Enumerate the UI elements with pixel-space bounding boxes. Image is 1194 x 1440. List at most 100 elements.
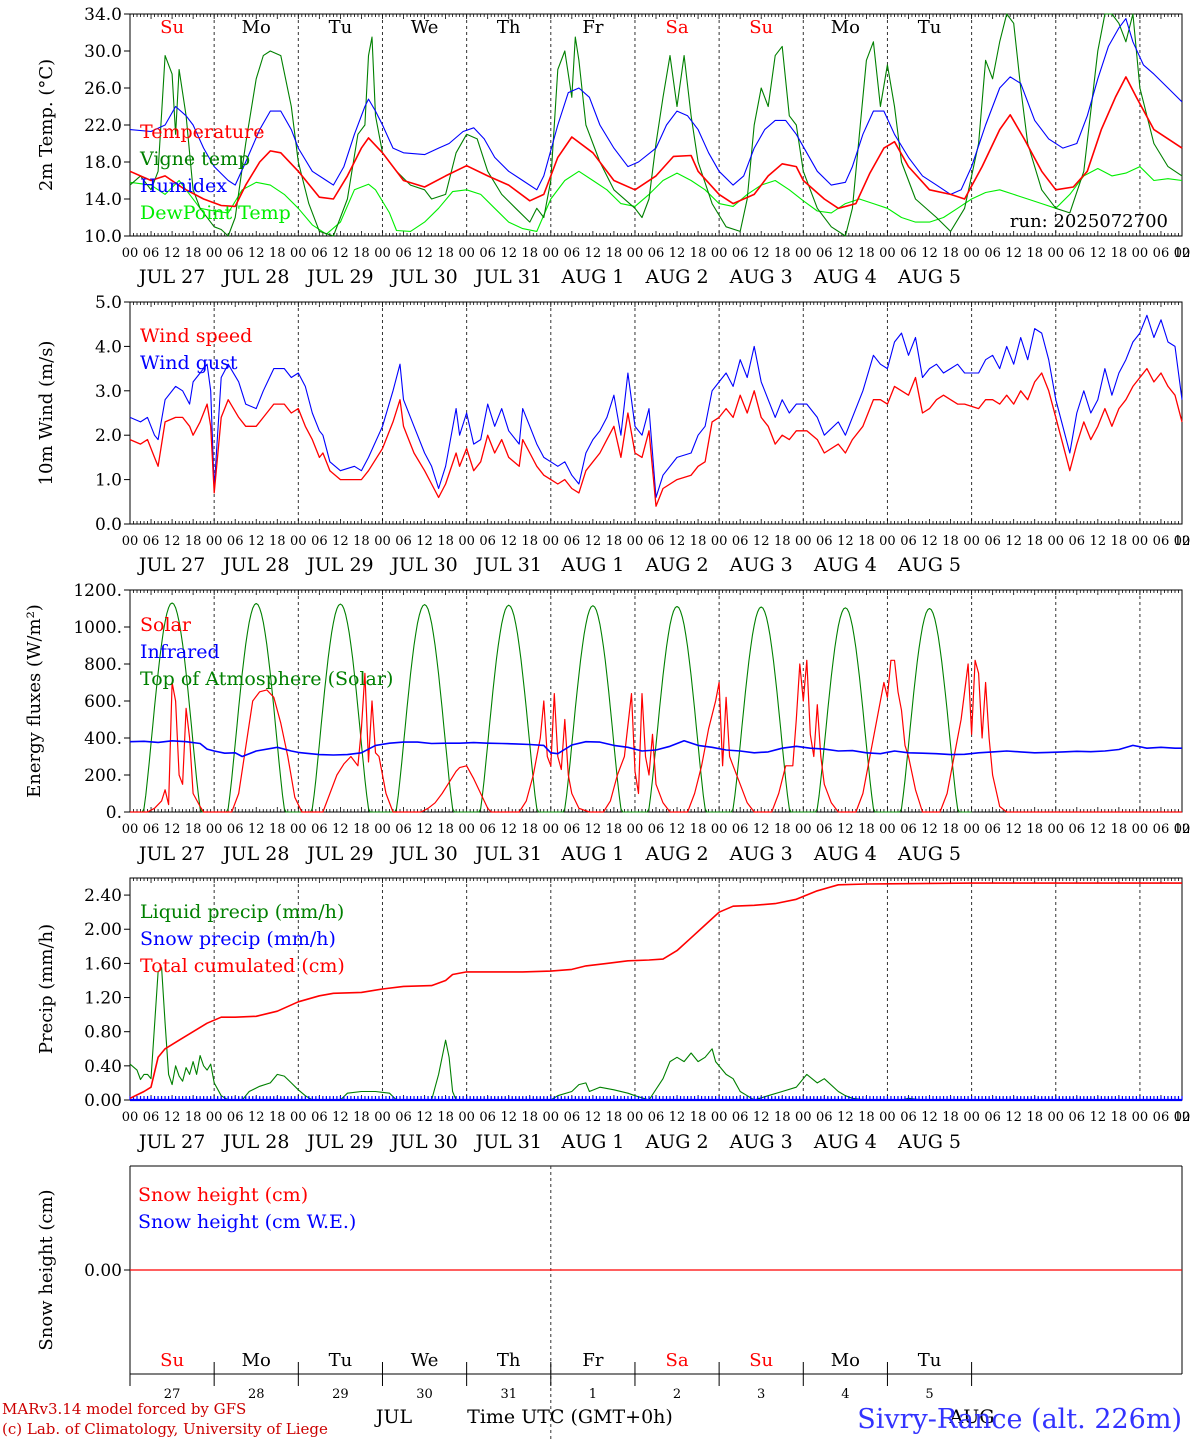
day-label: JUL 29 [305,843,373,865]
hour-tick-label: 18 [690,246,707,261]
y-tick-label: 4.0 [95,337,122,357]
hour-tick-label: 00 [458,534,475,549]
hour-tick-label: 12 [1174,822,1191,837]
hour-tick-label: 00 [795,1110,812,1125]
hour-tick-label: 18 [942,1110,959,1125]
hour-tick-label: 18 [437,534,454,549]
hour-tick-label: 06 [1153,246,1170,261]
weekday-label: Th [497,17,521,38]
hour-tick-label: 12 [1005,1110,1022,1125]
hour-tick-label: 12 [753,1110,770,1125]
y-tick-label: 400. [84,729,122,749]
hour-tick-label: 00 [879,822,896,837]
hour-tick-label: 18 [437,1110,454,1125]
y-tick-label: 10.0 [84,227,122,247]
y-tick-label: 600. [84,692,122,712]
y-axis-label: 10m Wind (m/s) [36,341,57,486]
hour-tick-label: 06 [311,822,328,837]
y-tick-label: 0.80 [84,1023,122,1043]
hour-tick-label: 06 [395,246,412,261]
hour-tick-label: 00 [122,822,139,837]
humidex-line [129,18,1183,195]
hour-tick-label: 06 [1153,1110,1170,1125]
legend-entry: Total cumulated (cm) [140,955,345,977]
day-label: AUG 4 [813,266,877,288]
hour-tick-label: 00 [1132,534,1149,549]
day-number-label: 30 [416,1387,433,1402]
hour-tick-label: 18 [1111,1110,1128,1125]
y-tick-label: 18.0 [84,153,122,173]
hour-tick-label: 06 [395,534,412,549]
hour-tick-label: 00 [458,822,475,837]
hour-tick-label: 00 [1132,246,1149,261]
hour-tick-label: 00 [1047,534,1064,549]
hour-tick-label: 18 [858,1110,875,1125]
hour-tick-label: 06 [564,1110,581,1125]
hour-tick-label: 06 [143,822,160,837]
hour-tick-label: 00 [1174,822,1191,837]
y-tick-label: 2.00 [84,920,122,940]
legend-entry: Vigne temp [139,148,250,170]
vigne-temp-line [129,13,1183,237]
hour-tick-label: 06 [816,1110,833,1125]
y-tick-label: 5.0 [95,293,122,313]
hour-tick-label: 12 [500,246,517,261]
y-tick-label: 30.0 [84,42,122,62]
hour-tick-label: 18 [521,822,538,837]
y-tick-label: 0.0 [95,515,122,535]
hour-tick-label: 00 [290,246,307,261]
legend-entry: Solar [140,614,192,636]
y-tick-label: 200. [84,766,122,786]
hour-tick-label: 18 [1026,822,1043,837]
energy-panel: 0. 200. 400. 600. 800. 1000. 1200. Energy fluxe… [24,581,1191,865]
hour-tick-label: 18 [521,1110,538,1125]
hour-tick-label: 18 [774,1110,791,1125]
hour-tick-label: 06 [816,246,833,261]
hour-tick-label: 12 [332,246,349,261]
day-label: AUG 5 [897,843,961,865]
wind-panel: 0.0 1.0 2.0 3.0 4.0 5.0 10m Wind (m/s) Wind spe… [36,293,1190,576]
hour-tick-label: 12 [837,534,854,549]
y-tick-label: 2.40 [84,886,122,906]
hour-tick-label: 12 [1005,822,1022,837]
y-tick-label: 0. [106,803,122,823]
day-label: AUG 1 [560,843,624,865]
y-axis-label: 2m Temp. (°C) [36,59,57,191]
hour-tick-label: 18 [1026,246,1043,261]
hour-tick-label: 06 [227,822,244,837]
hour-tick-label: 12 [921,1110,938,1125]
hour-tick-marks [129,14,1183,236]
y-tick-label: 22.0 [84,116,122,136]
weekday-label: We [411,17,439,38]
weekday-label: Tu [918,17,942,38]
hour-tick-label: 12 [585,822,602,837]
y-tick-label: 14.0 [84,190,122,210]
hour-tick-label: 00 [543,1110,560,1125]
hour-tick-label: 00 [795,246,812,261]
day-label: AUG 1 [560,266,624,288]
day-number-label: 1 [589,1387,597,1402]
hour-tick-label: 00 [122,1110,139,1125]
hour-tick-label: 12 [1090,822,1107,837]
legend-entry: Snow height (cm W.E.) [138,1211,356,1233]
hour-tick-label: 12 [332,822,349,837]
hour-tick-label: 12 [837,246,854,261]
hour-tick-label: 18 [521,246,538,261]
hour-tick-label: 06 [648,1110,665,1125]
y-axis-label: Precip (mm/h) [36,924,57,1054]
day-label: AUG 4 [813,843,877,865]
day-label: AUG 2 [645,554,709,576]
hour-tick-label: 18 [1111,534,1128,549]
day-label: AUG 3 [729,266,793,288]
hour-tick-label: 12 [1174,1110,1191,1125]
hour-tick-label: 06 [732,1110,749,1125]
weekday-label: Mo [242,17,271,38]
hour-tick-label: 12 [1090,534,1107,549]
y-tick-label: 1000. [73,618,122,638]
day-label: JUL 30 [389,266,457,288]
hour-tick-label: 00 [879,534,896,549]
hour-tick-label: 12 [669,534,686,549]
hour-tick-label: 12 [669,822,686,837]
day-number-label: 29 [332,1387,349,1402]
hour-tick-label: 00 [374,534,391,549]
